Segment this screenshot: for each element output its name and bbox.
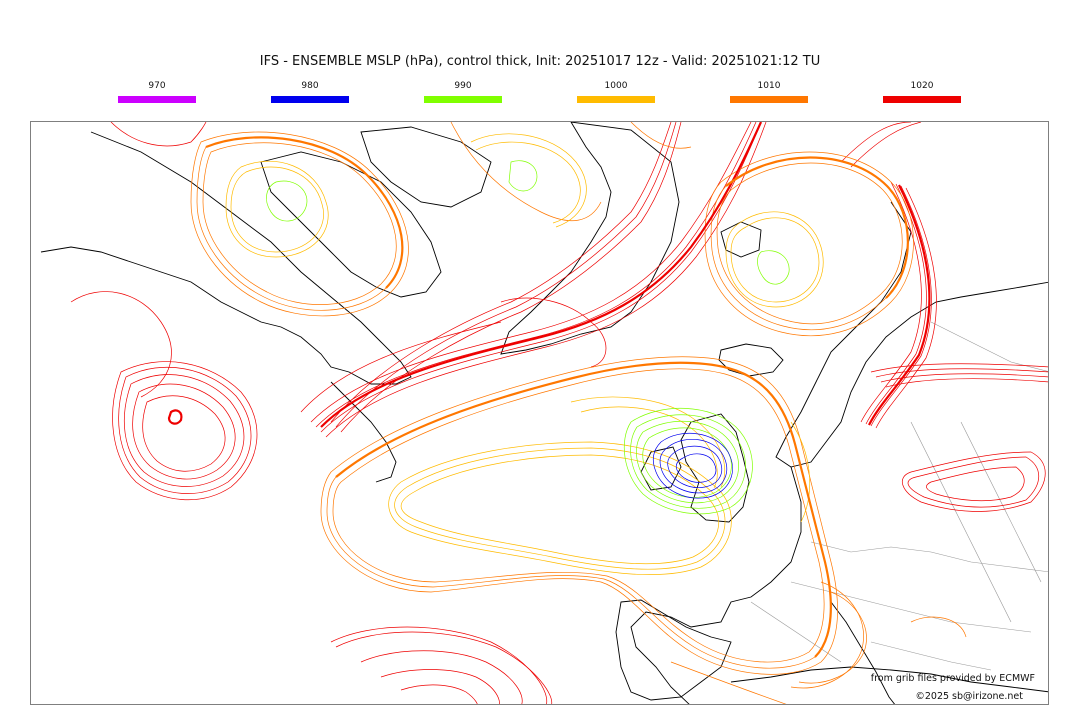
source-credit: from grib files provided by ECMWF: [870, 673, 1035, 684]
iceland-coast: [718, 343, 784, 377]
legend-swatch-970: [118, 96, 196, 103]
chart-title: IFS - ENSEMBLE MSLP (hPa), control thick…: [259, 54, 821, 69]
isobars-990: [266, 160, 790, 515]
legend-swatch-980: [271, 96, 349, 103]
legend-item-990: 990: [424, 80, 502, 103]
map-panel: [30, 121, 1049, 705]
copyright-credit: ©2025 sb@irizone.net: [915, 691, 1023, 702]
isobars-980: [652, 432, 733, 499]
isobars-1000: [225, 133, 824, 575]
legend-item-1000: 1000: [577, 80, 655, 103]
legend-swatch-1020: [883, 96, 961, 103]
legend-label: 970: [148, 81, 166, 91]
iberia-coast: [615, 599, 732, 701]
legend-swatch-1000: [577, 96, 655, 103]
legend-swatch-1010: [730, 96, 808, 103]
legend-label: 1000: [604, 81, 628, 91]
legend-label: 1020: [910, 81, 934, 91]
greenland-coast: [500, 122, 680, 355]
legend-label: 980: [301, 81, 319, 91]
map-svg: [40, 122, 1048, 704]
coastlines: [40, 122, 1048, 704]
isobars-1010: [190, 122, 967, 704]
italy-coast: [830, 601, 896, 704]
baffin-coast: [260, 151, 442, 298]
legend-label: 990: [454, 81, 472, 91]
med-coast: [730, 666, 1048, 693]
legend-swatch-990: [424, 96, 502, 103]
legend-item-980: 980: [271, 80, 349, 103]
svalbard-coast: [720, 221, 762, 258]
canada-coast: [40, 131, 412, 385]
legend-item-1010: 1010: [730, 80, 808, 103]
arctic-islands: [360, 126, 492, 208]
legend-item-970: 970: [118, 80, 196, 103]
isobar-legend: 970 980 990 1000 1010 1020: [0, 80, 1080, 114]
labrador-coast: [330, 381, 397, 483]
europe-coast: [630, 466, 802, 704]
scandinavia-coast: [775, 201, 1048, 468]
legend-item-1020: 1020: [883, 80, 961, 103]
control-isobars: [167, 122, 931, 658]
britain-coast: [680, 413, 750, 523]
legend-label: 1010: [757, 81, 781, 91]
